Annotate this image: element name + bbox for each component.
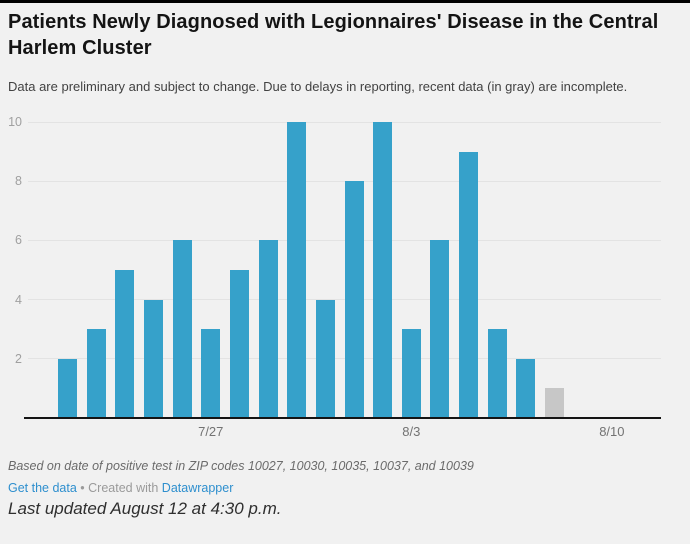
- bar-7/23[interactable]: [86, 329, 106, 418]
- byline-separator: •: [76, 481, 89, 495]
- created-with-text: Created with: [88, 481, 162, 495]
- x-axis-line: [24, 417, 661, 419]
- bar-8/2[interactable]: [373, 122, 393, 418]
- y-axis-tick-label: 8: [15, 174, 22, 189]
- bar-8/1[interactable]: [344, 181, 364, 418]
- x-axis-tick-label-8-3: 8/3: [402, 424, 421, 439]
- top-border: [0, 0, 690, 3]
- x-axis-tick-label-7-27: 7/27: [198, 424, 224, 439]
- bar-7/22[interactable]: [58, 358, 77, 418]
- bar-7/31[interactable]: [315, 299, 335, 418]
- chart-byline: Get the data • Created with Datawrapper: [8, 481, 684, 495]
- y-axis-tick-label: 10: [8, 115, 22, 129]
- gridline-y-10: [28, 121, 661, 123]
- y-axis-tick-label: 4: [15, 292, 22, 307]
- bar-7/27[interactable]: [201, 329, 221, 418]
- bar-8/5[interactable]: [459, 151, 479, 418]
- bar-7/29[interactable]: [258, 240, 278, 418]
- datawrapper-link[interactable]: Datawrapper: [161, 481, 234, 495]
- chart-footnote: Based on date of positive test in ZIP co…: [8, 459, 474, 473]
- bar-7/30[interactable]: [287, 122, 307, 418]
- bar-7/28[interactable]: [229, 270, 249, 418]
- x-axis-tick-label-8-10: 8/10: [599, 424, 625, 439]
- bar-8/8-incomplete[interactable]: [545, 388, 565, 418]
- last-updated-text: Last updated August 12 at 4:30 p.m.: [8, 499, 282, 518]
- bar-8/6[interactable]: [487, 329, 507, 418]
- bar-7/24[interactable]: [115, 270, 135, 418]
- chart-title: Patients Newly Diagnosed with Legionnair…: [8, 11, 659, 60]
- bar-chart-plot-area: 2 4 6 8 10 7/27 8/3 8/10: [0, 110, 690, 444]
- y-axis-tick-label: 6: [15, 233, 22, 248]
- bar-7/25[interactable]: [143, 299, 163, 418]
- bar-8/3[interactable]: [401, 329, 421, 418]
- y-axis-tick-label: 2: [15, 351, 22, 366]
- chart-subtitle: Data are preliminary and subject to chan…: [8, 79, 628, 94]
- bar-7/26[interactable]: [172, 240, 192, 418]
- get-the-data-link[interactable]: Get the data: [8, 481, 77, 495]
- bar-8/4[interactable]: [430, 240, 450, 418]
- bar-8/7[interactable]: [516, 358, 536, 418]
